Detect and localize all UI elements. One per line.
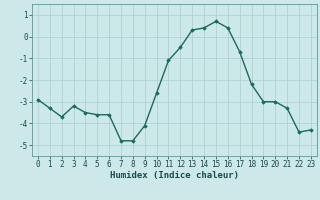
X-axis label: Humidex (Indice chaleur): Humidex (Indice chaleur): [110, 171, 239, 180]
